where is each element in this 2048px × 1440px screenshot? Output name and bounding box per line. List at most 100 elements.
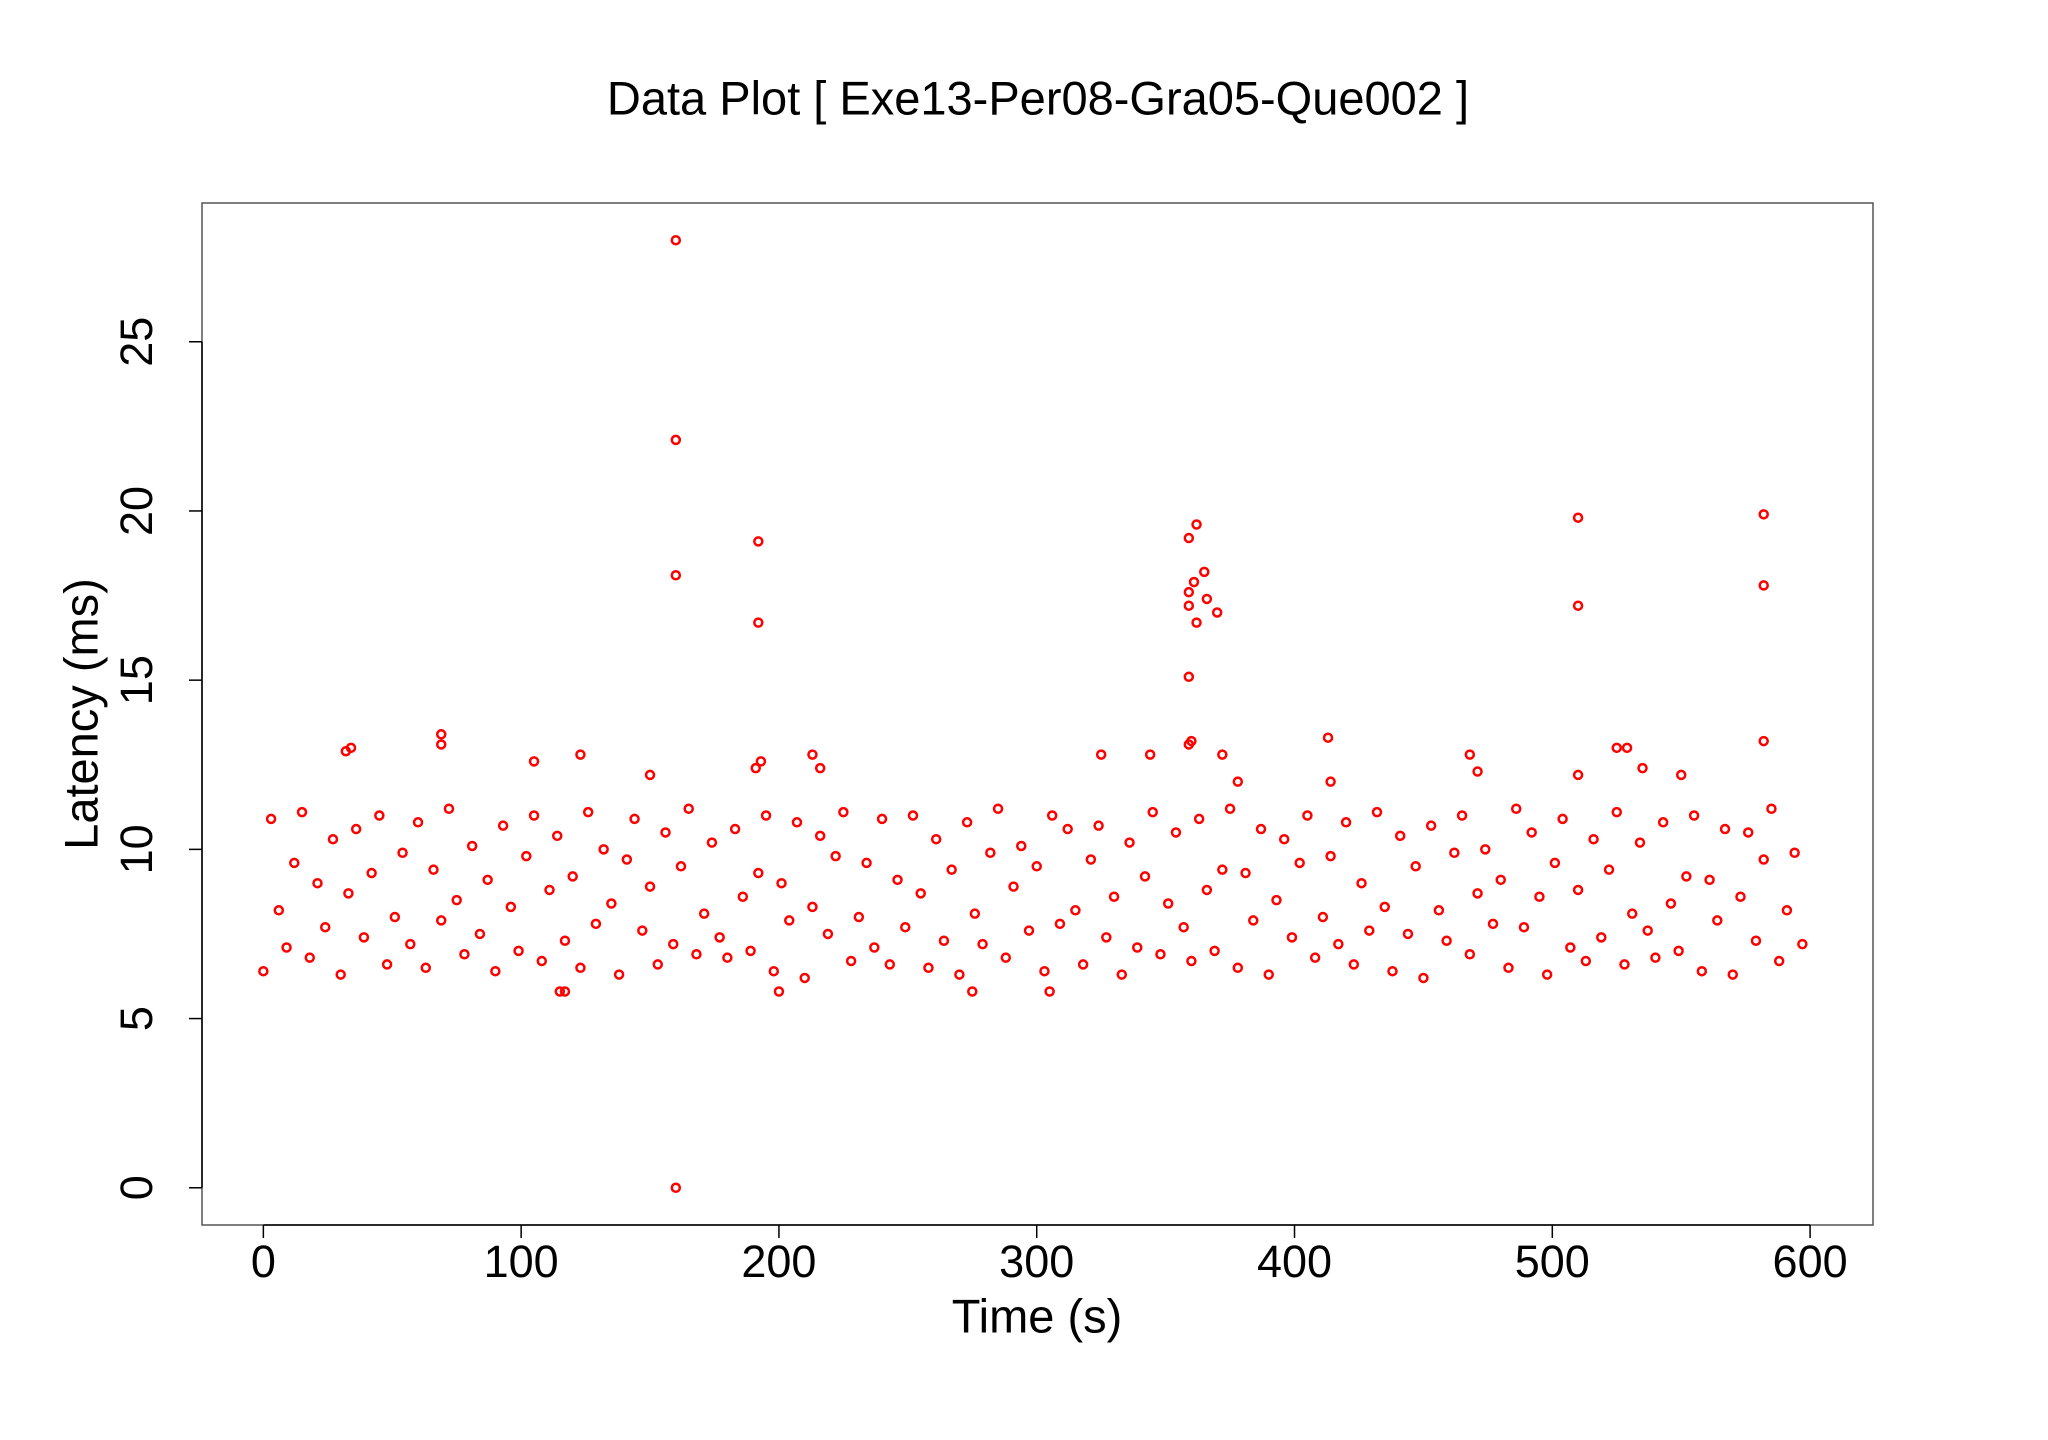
point — [807, 901, 818, 913]
point — [1062, 823, 1073, 835]
point — [575, 962, 586, 974]
point — [830, 850, 841, 862]
point — [289, 857, 300, 869]
point — [265, 813, 277, 825]
point — [1294, 857, 1305, 869]
point — [1758, 509, 1769, 520]
point — [1333, 938, 1344, 950]
point — [1191, 617, 1202, 628]
point — [1309, 952, 1321, 963]
point — [551, 830, 563, 842]
point — [1510, 803, 1522, 815]
point — [1642, 925, 1653, 936]
point — [1085, 854, 1097, 865]
point — [1634, 837, 1646, 848]
point — [1325, 850, 1336, 862]
point — [1116, 969, 1128, 980]
point — [335, 969, 346, 980]
point — [554, 986, 566, 997]
point — [559, 986, 571, 997]
point — [374, 810, 385, 821]
x-tick-label: 500 — [1515, 1236, 1590, 1287]
point — [876, 813, 888, 825]
point — [969, 908, 981, 919]
point — [1675, 769, 1687, 781]
point — [412, 817, 424, 828]
point — [1139, 871, 1151, 882]
x-tick-label: 400 — [1257, 1236, 1332, 1287]
point — [637, 925, 648, 936]
point — [838, 806, 849, 818]
point — [714, 932, 725, 943]
point — [474, 928, 486, 940]
point — [1364, 925, 1375, 936]
point — [1108, 891, 1120, 902]
point — [1183, 532, 1195, 544]
point — [1317, 911, 1329, 923]
point — [1402, 928, 1414, 940]
point — [1650, 952, 1661, 963]
x-tick-label: 200 — [741, 1236, 816, 1287]
point — [1170, 827, 1182, 838]
point — [1044, 986, 1055, 997]
point — [1572, 600, 1584, 611]
point — [1340, 817, 1352, 828]
point — [1201, 884, 1213, 896]
point — [1750, 935, 1762, 946]
point — [1031, 861, 1042, 872]
point — [443, 803, 455, 815]
x-tick-label: 600 — [1773, 1236, 1848, 1287]
point — [967, 986, 978, 997]
point — [428, 864, 439, 875]
point — [1518, 921, 1530, 933]
point — [1572, 769, 1584, 781]
point — [660, 827, 671, 838]
point — [381, 959, 393, 970]
point — [954, 969, 965, 980]
point — [1665, 898, 1677, 909]
point — [621, 854, 633, 865]
point — [1199, 566, 1210, 578]
point — [753, 617, 764, 628]
point — [1077, 959, 1089, 970]
point — [343, 888, 354, 899]
point — [1232, 776, 1244, 787]
x-tick-label: 300 — [999, 1236, 1074, 1287]
point — [1188, 576, 1200, 588]
point — [755, 756, 767, 767]
point — [1572, 512, 1584, 523]
point — [791, 817, 803, 828]
y-tick-label: 0 — [111, 1175, 162, 1200]
point — [1325, 776, 1336, 787]
point — [304, 952, 316, 963]
point — [884, 959, 896, 970]
point — [691, 949, 702, 960]
point — [598, 844, 609, 855]
point — [521, 850, 532, 862]
point — [670, 234, 682, 246]
point — [1240, 867, 1251, 879]
point — [1472, 888, 1483, 899]
point — [1637, 762, 1648, 774]
point — [1178, 921, 1189, 933]
point — [1572, 884, 1584, 896]
point — [497, 820, 509, 831]
point — [345, 742, 357, 754]
point — [482, 874, 493, 886]
point — [544, 884, 555, 896]
point — [1183, 600, 1195, 611]
point — [1217, 864, 1228, 875]
point — [1371, 806, 1383, 818]
point — [783, 915, 795, 926]
point — [405, 938, 416, 950]
point — [1696, 965, 1708, 977]
point — [1441, 935, 1452, 946]
point — [490, 965, 501, 977]
point — [1742, 827, 1754, 838]
point — [1580, 955, 1592, 967]
point — [1356, 877, 1367, 889]
point — [1789, 847, 1800, 858]
point — [1348, 959, 1360, 970]
